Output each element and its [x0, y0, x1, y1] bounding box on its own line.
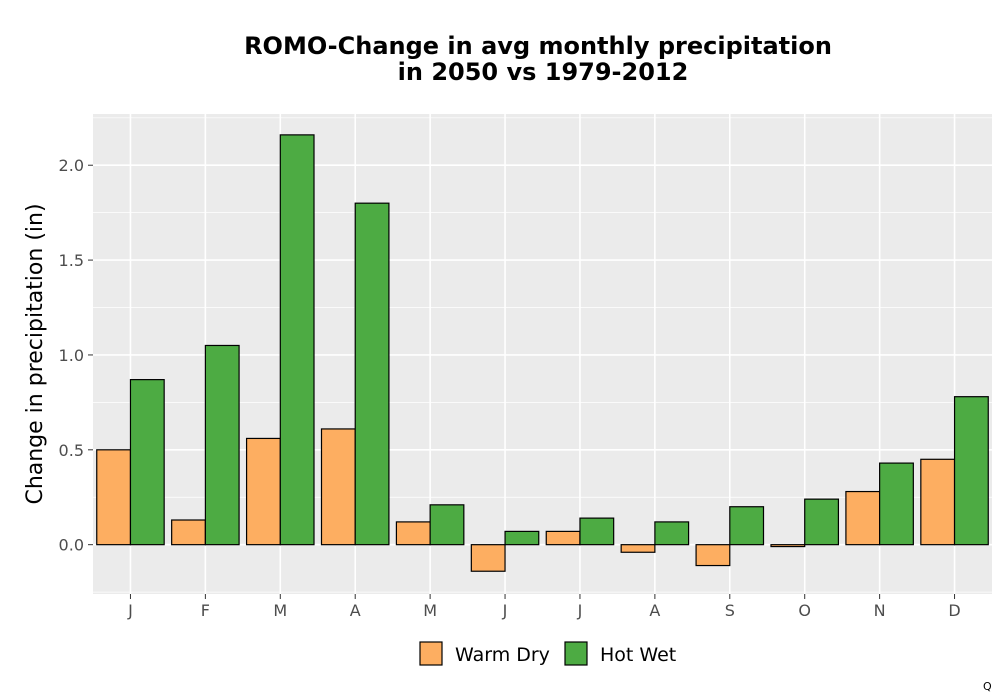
bars	[96, 134, 989, 572]
x-tick-label: A	[649, 601, 660, 620]
bar-warm-dry	[770, 544, 806, 548]
x-tick-label: J	[577, 601, 583, 620]
bar-hot-wet	[354, 202, 390, 546]
x-tick-label: S	[725, 601, 735, 620]
x-tick-label: N	[874, 601, 886, 620]
bar-hot-wet	[804, 498, 840, 546]
x-tick-label: A	[350, 601, 361, 620]
bar-warm-dry	[245, 437, 281, 546]
y-axis-title: Change in precipitation (in)	[23, 203, 48, 504]
bar-warm-dry	[695, 544, 731, 567]
bar-warm-dry	[171, 519, 206, 546]
bar-warm-dry	[395, 521, 431, 546]
legend-label: Hot Wet	[600, 644, 676, 666]
bar-warm-dry	[845, 490, 881, 546]
chart-title: ROMO-Change in avg monthly precipitation…	[244, 32, 832, 86]
plot-panel	[93, 114, 992, 594]
x-tick-label: O	[798, 601, 811, 620]
bar-hot-wet	[879, 462, 914, 546]
bar-warm-dry	[470, 544, 506, 572]
legend-swatch	[419, 641, 443, 666]
bar-warm-dry	[96, 449, 132, 546]
bar-warm-dry	[320, 428, 356, 546]
y-tick-label: 0.5	[59, 441, 84, 460]
x-tick-label: J	[502, 601, 508, 620]
x-tick-label: D	[948, 601, 960, 620]
bar-warm-dry	[920, 458, 956, 546]
bar-warm-dry	[545, 530, 581, 546]
bar-hot-wet	[729, 506, 765, 546]
x-tick-label: M	[273, 601, 287, 620]
bar-hot-wet	[579, 517, 615, 546]
bar-hot-wet	[654, 521, 690, 546]
y-tick-label: 0.0	[59, 536, 84, 555]
bar-hot-wet	[504, 530, 540, 546]
bar-hot-wet	[204, 344, 240, 546]
y-axis: 0.0 0.5 1.0 1.5 2.0	[59, 156, 93, 555]
caption-mark: Q	[983, 680, 992, 693]
y-tick-label: 2.0	[59, 156, 84, 175]
y-tick-label: 1.0	[59, 346, 84, 365]
bar-hot-wet	[129, 379, 165, 546]
bar-hot-wet	[279, 134, 315, 546]
bar-hot-wet	[429, 504, 465, 546]
legend-label: Warm Dry	[455, 644, 550, 666]
x-tick-label: J	[127, 601, 133, 620]
y-tick-label: 1.5	[59, 251, 84, 270]
chart-title-line-2: in 2050 vs 1979-2012	[398, 58, 689, 86]
bar-warm-dry	[620, 544, 656, 553]
legend: Warm Dry Hot Wet	[419, 641, 676, 666]
chart-title-line-1: ROMO-Change in avg monthly precipitation	[244, 32, 832, 60]
legend-swatch	[564, 641, 588, 666]
bar-hot-wet	[953, 396, 989, 546]
x-tick-label: M	[423, 601, 437, 620]
x-tick-label: F	[201, 601, 210, 620]
